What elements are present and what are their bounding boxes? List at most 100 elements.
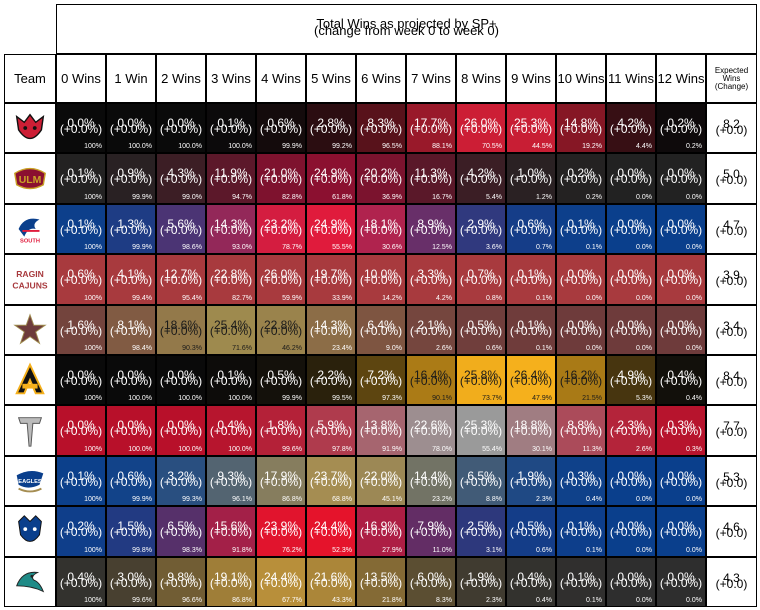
expected-wins-value: 8.4: [723, 369, 740, 383]
heatmap-cell: 6.5% (+0.0%) 98.3%: [156, 506, 206, 557]
expected-wins-change: (+0.0): [715, 123, 748, 137]
heatmap-cell: 0.3% (+0.0%) 0.3%: [656, 405, 706, 456]
cell-change: (+0.0%): [659, 474, 703, 489]
cell-probability: 10.0%: [363, 267, 399, 282]
heatmap-cell: 5.9% (+0.0%) 97.8%: [306, 405, 356, 456]
heatmap-cell: 0.4% (+0.0%) 100%: [56, 556, 106, 607]
heatmap-cell: 0.3% (+0.0%) 0.4%: [556, 455, 606, 507]
heatmap-cell: 8.3% (+0.0%) 96.5%: [356, 103, 406, 154]
cell-probability: 0.0%: [617, 166, 645, 181]
heatmap-cell: 0.6% (+0.0%) 99.9%: [256, 103, 306, 154]
heatmap-cell: 0.0% (+0.0%) 0.0%: [556, 304, 606, 355]
cell-cumulative: 33.9%: [332, 294, 352, 302]
cell-probability: 26.0%: [463, 116, 499, 130]
heatmap-cell: 7.2% (+0.0%) 97.3%: [356, 355, 406, 406]
cell-cumulative: 61.8%: [332, 193, 352, 201]
cell-change: (+0.0%): [259, 474, 303, 489]
cell-cumulative: 55.4%: [482, 445, 502, 453]
heatmap-cell: 0.1% (+0.0%) 100%: [56, 455, 106, 507]
cell-probability: 24.9%: [313, 166, 349, 181]
heatmap-cell: 0.0% (+0.0%) 0.0%: [606, 304, 656, 355]
heatmap-cell: 16.4% (+0.0%) 90.1%: [406, 355, 456, 406]
cell-change: (+0.0%): [409, 172, 453, 187]
cell-change: (+0.0%): [659, 323, 703, 338]
cell-probability: 0.0%: [167, 418, 195, 433]
cell-cumulative: 100%: [84, 546, 102, 554]
cell-cumulative: 11.3%: [582, 445, 602, 453]
heatmap-cell: 3.2% (+0.0%) 99.3%: [156, 455, 206, 507]
cell-cumulative: 70.5%: [482, 143, 502, 151]
cell-change: (+0.0%): [59, 525, 103, 540]
heatmap-cell: 3.3% (+0.0%) 4.2%: [406, 254, 456, 305]
team-logo-cell: [4, 405, 56, 456]
cell-change: (+0.0%): [59, 222, 103, 237]
cell-change: (+0.0%): [159, 323, 203, 338]
team-logo-cell: [4, 355, 56, 406]
cell-change: (+0.0%): [209, 122, 253, 136]
cell-cumulative: 99.8%: [132, 546, 152, 554]
column-header-expected: Expected Wins (Change): [706, 54, 757, 103]
expected-wins-value: 3.9: [723, 268, 740, 283]
cell-cumulative: 0.2%: [586, 193, 602, 201]
svg-text:SOUTH: SOUTH: [20, 238, 40, 244]
heatmap-cell: 0.1% (+0.0%) 0.1%: [556, 203, 606, 255]
heatmap-cell: 14.8% (+0.0%) 19.2%: [556, 103, 606, 154]
cell-cumulative: 100.0%: [178, 143, 202, 151]
expected-wins-value: 8.2: [723, 117, 740, 131]
cell-change: (+0.0%): [159, 575, 203, 590]
cell-cumulative: 100.0%: [178, 395, 202, 403]
heatmap-cell: 14.3% (+0.0%) 23.4%: [306, 304, 356, 355]
cell-probability: 16.4%: [413, 368, 449, 382]
heatmap-cell: 0.0% (+0.0%) 100%: [56, 405, 106, 456]
expected-wins-cell: 3.4 (+0.0): [706, 304, 757, 355]
cell-probability: 12.7%: [163, 267, 199, 282]
heatmap-cell: 7.9% (+0.0%) 11.0%: [406, 506, 456, 557]
cell-cumulative: 23.4%: [332, 344, 352, 352]
cell-cumulative: 19.2%: [582, 143, 602, 151]
cell-cumulative: 0.0%: [686, 294, 702, 302]
cell-change: (+0.0%): [259, 222, 303, 237]
cell-probability: 2.5%: [467, 519, 495, 534]
cell-cumulative: 5.3%: [636, 395, 652, 403]
heatmap-cell: 18.6% (+0.0%) 90.3%: [156, 304, 206, 355]
cell-change: (+0.0%): [659, 424, 703, 439]
heatmap-cell: 2.8% (+0.0%) 99.2%: [306, 103, 356, 154]
cell-probability: 1.9%: [467, 569, 495, 584]
expected-wins-change: (+0.0): [715, 375, 748, 389]
cell-cumulative: 23.2%: [432, 496, 452, 504]
cell-probability: 4.2%: [617, 116, 645, 130]
heatmap-cell: 8.8% (+0.0%) 11.3%: [556, 405, 606, 456]
column-header: 2 Wins: [156, 54, 206, 103]
heatmap-cell: 0.5% (+0.0%) 0.6%: [506, 506, 556, 557]
cell-change: (+0.0%): [559, 525, 603, 540]
cell-probability: 26.0%: [263, 267, 299, 282]
cell-cumulative: 0.2%: [686, 143, 702, 151]
cell-cumulative: 98.3%: [182, 546, 202, 554]
expected-wins-change: (+0.0): [715, 223, 748, 238]
cell-probability: 25.8%: [463, 368, 499, 382]
cell-probability: 4.1%: [117, 267, 145, 282]
cell-probability: 25.4%: [213, 317, 249, 332]
cell-probability: 0.0%: [617, 216, 645, 231]
expected-wins-cell: 4.3 (+0.0): [706, 556, 757, 607]
heatmap-cell: 13.5% (+0.0%) 21.8%: [356, 556, 406, 607]
cell-cumulative: 98.6%: [182, 244, 202, 252]
cell-probability: 21.6%: [313, 569, 349, 584]
cell-change: (+0.0%): [259, 273, 303, 288]
cell-change: (+0.0%): [559, 424, 603, 439]
cell-probability: 0.1%: [67, 468, 95, 483]
cell-change: (+0.0%): [609, 525, 653, 540]
cell-cumulative: 99.5%: [332, 395, 352, 403]
cell-change: (+0.0%): [559, 474, 603, 489]
heatmap-cell: 22.8% (+0.0%) 46.2%: [256, 304, 306, 355]
cell-probability: 0.0%: [667, 317, 695, 332]
cell-cumulative: 36.9%: [382, 193, 402, 201]
cell-change: (+0.0%): [209, 273, 253, 288]
cell-cumulative: 0.1%: [586, 596, 602, 604]
cell-cumulative: 78.7%: [282, 244, 302, 252]
heatmap-cell: 0.1% (+0.0%) 0.1%: [556, 506, 606, 557]
cell-probability: 0.9%: [117, 166, 145, 181]
cell-change: (+0.0%): [559, 374, 603, 388]
cell-change: (+0.0%): [59, 474, 103, 489]
heatmap-cell: 0.0% (+0.0%) 0.0%: [556, 254, 606, 305]
